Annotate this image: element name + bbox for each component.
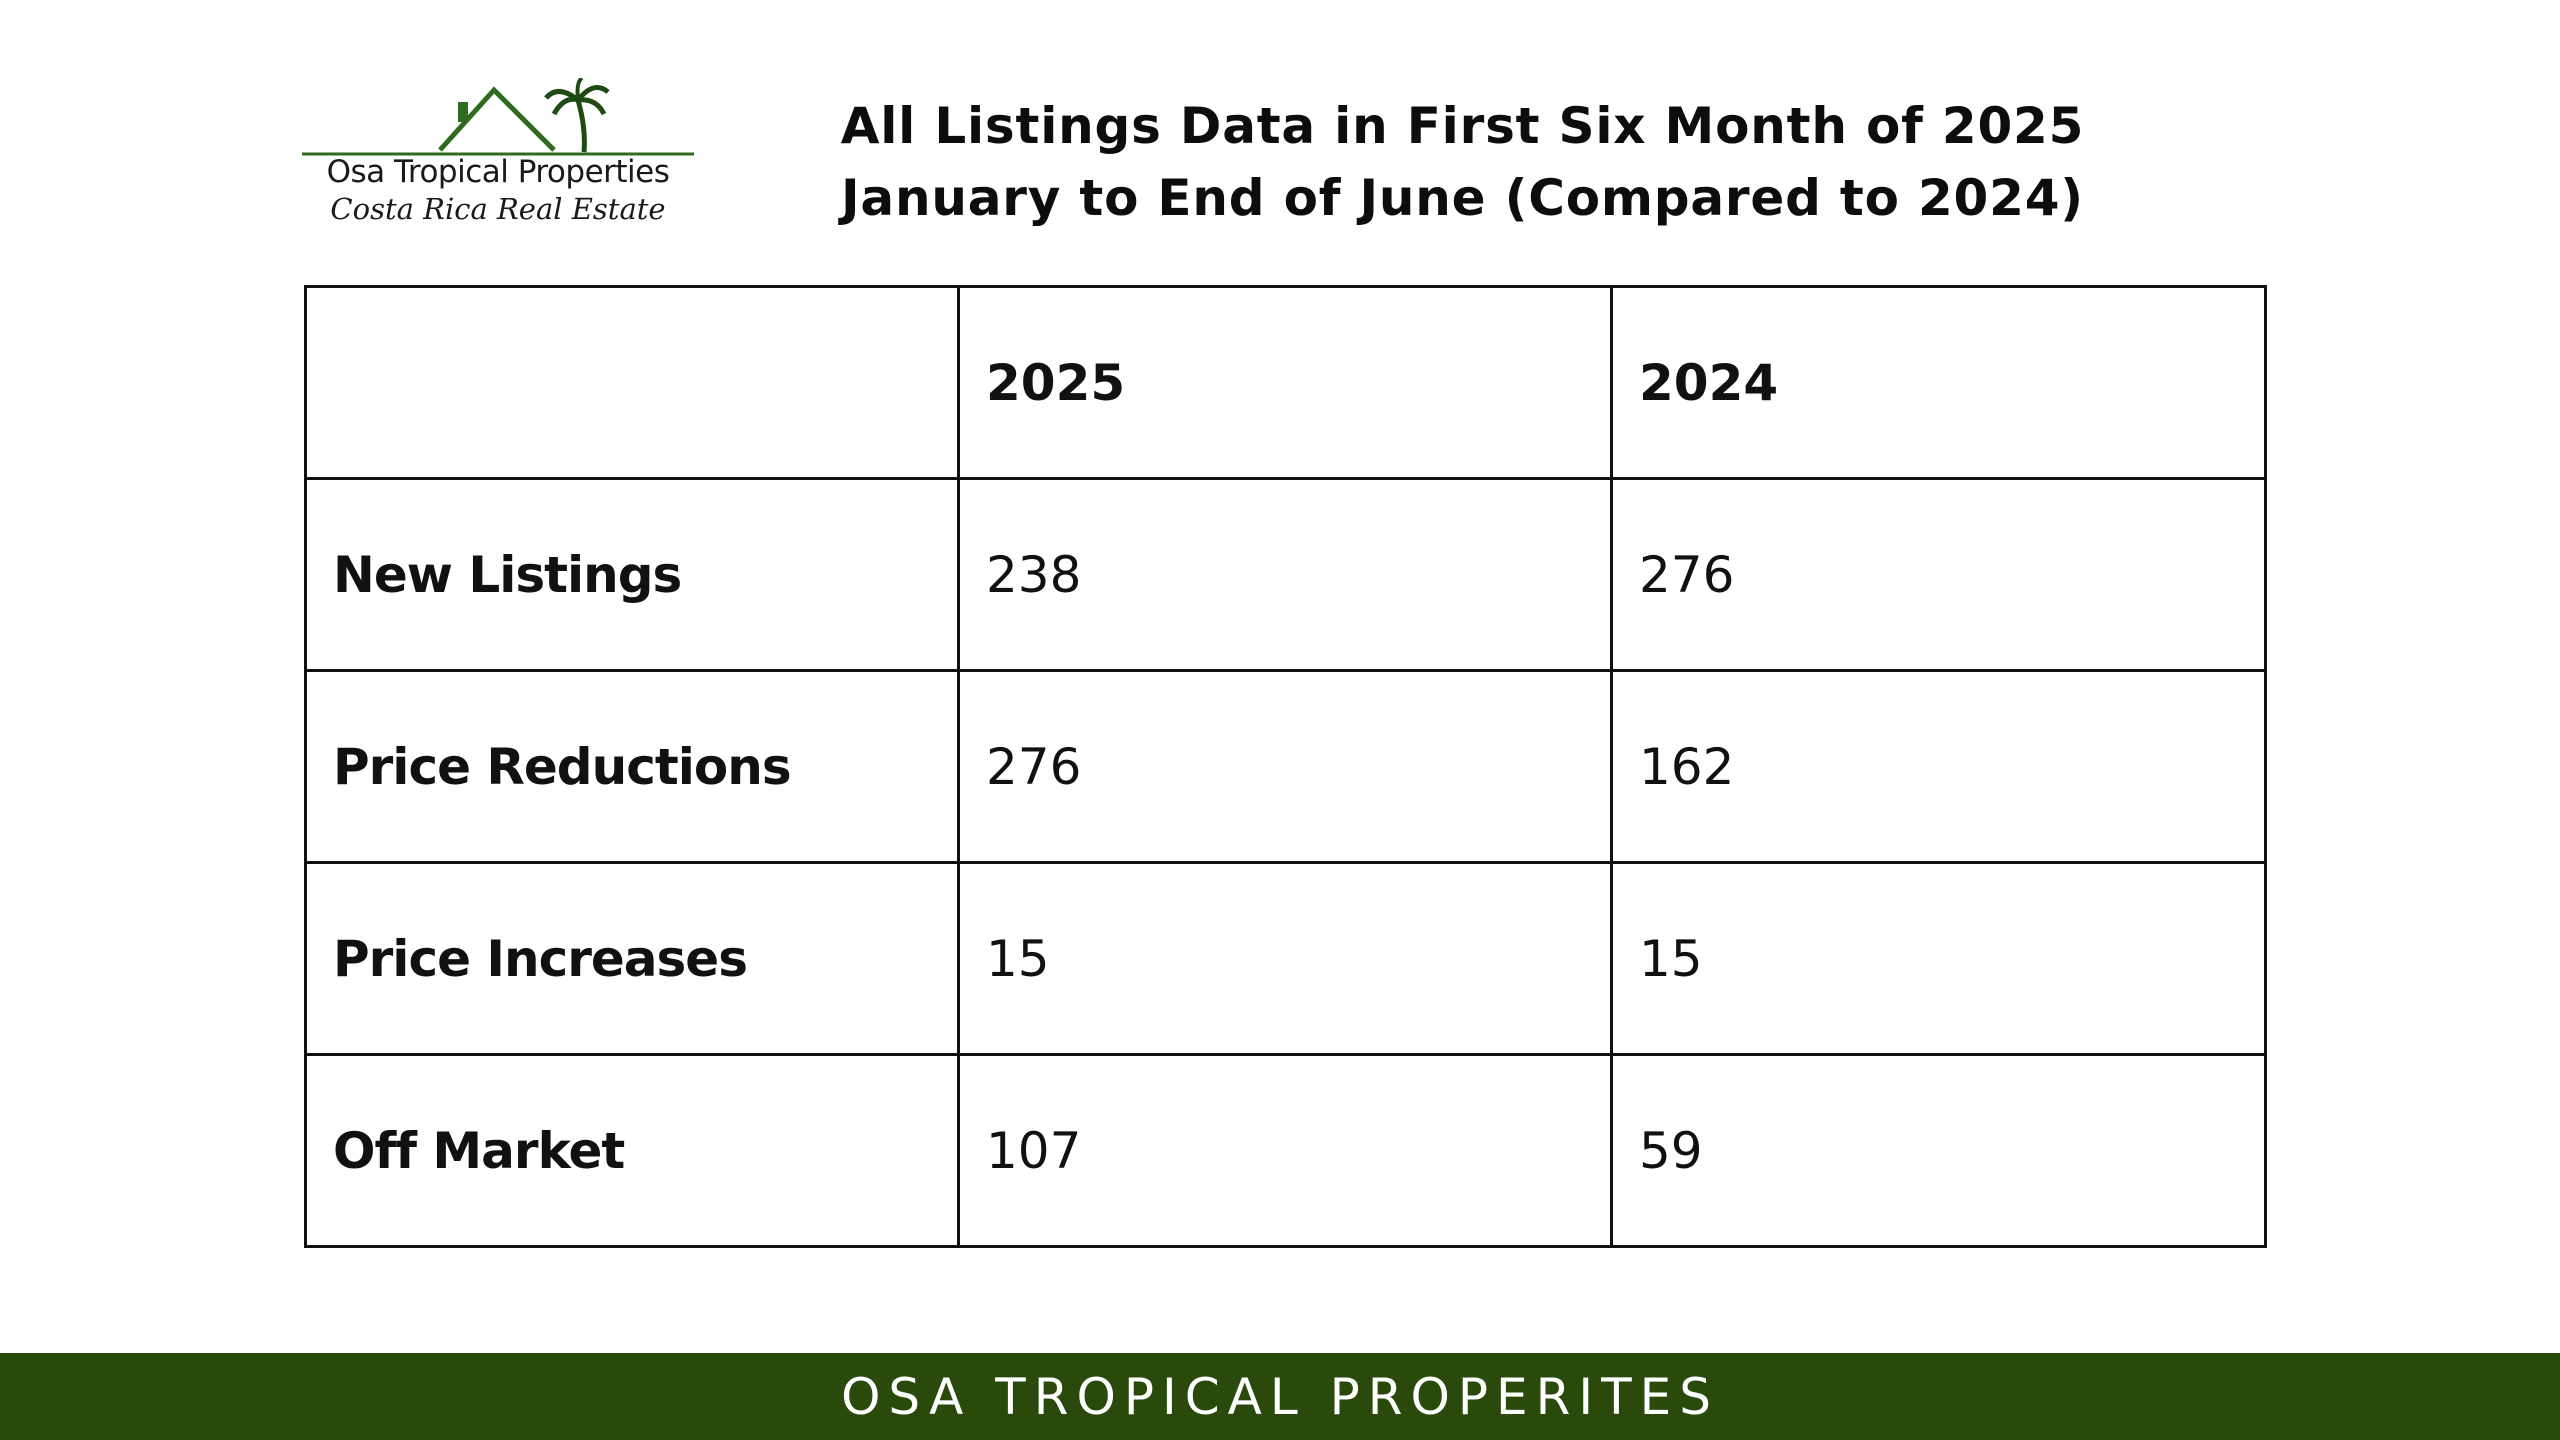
table-row-price-reductions: Price Reductions 276 162	[304, 669, 2267, 864]
table-row-price-increases: Price Increases 15 15	[304, 861, 2267, 1056]
value-2024-new-listings: 276	[1610, 477, 2267, 672]
table-row-off-market: Off Market 107 59	[304, 1053, 2267, 1248]
row-label-off-market: Off Market	[304, 1053, 960, 1248]
title-line-1: All Listings Data in First Six Month of …	[840, 97, 2085, 155]
header-cell-2024: 2024	[1610, 285, 2267, 480]
value-2025-price-increases: 15	[957, 861, 1613, 1056]
value-2024-price-reductions: 162	[1610, 669, 2267, 864]
logo-tagline: Costa Rica Real Estate	[330, 192, 666, 226]
value-2024-off-market: 59	[1610, 1053, 2267, 1248]
header-cell-2025: 2025	[957, 285, 1613, 480]
page-title: All Listings Data in First Six Month of …	[760, 90, 2165, 234]
title-line-2: January to End of June (Compared to 2024…	[841, 169, 2084, 227]
house-palm-icon	[302, 78, 694, 156]
row-label-price-increases: Price Increases	[304, 861, 960, 1056]
footer-banner: OSA TROPICAL PROPERITES	[0, 1353, 2560, 1440]
value-2024-price-increases: 15	[1610, 861, 2267, 1056]
table-row-new-listings: New Listings 238 276	[304, 477, 2267, 672]
value-2025-new-listings: 238	[957, 477, 1613, 672]
value-2025-price-reductions: 276	[957, 669, 1613, 864]
header-cell-empty	[304, 285, 960, 480]
value-2025-off-market: 107	[957, 1053, 1613, 1248]
company-logo: Osa Tropical Properties Costa Rica Real …	[302, 78, 694, 238]
row-label-price-reductions: Price Reductions	[304, 669, 960, 864]
table-header-row: 2025 2024	[304, 285, 2267, 480]
listings-data-table: 2025 2024 New Listings 238 276 Price Red…	[304, 285, 2267, 1248]
row-label-new-listings: New Listings	[304, 477, 960, 672]
footer-company-name: OSA TROPICAL PROPERITES	[841, 1367, 1719, 1426]
logo-company-name: Osa Tropical Properties	[326, 154, 670, 190]
